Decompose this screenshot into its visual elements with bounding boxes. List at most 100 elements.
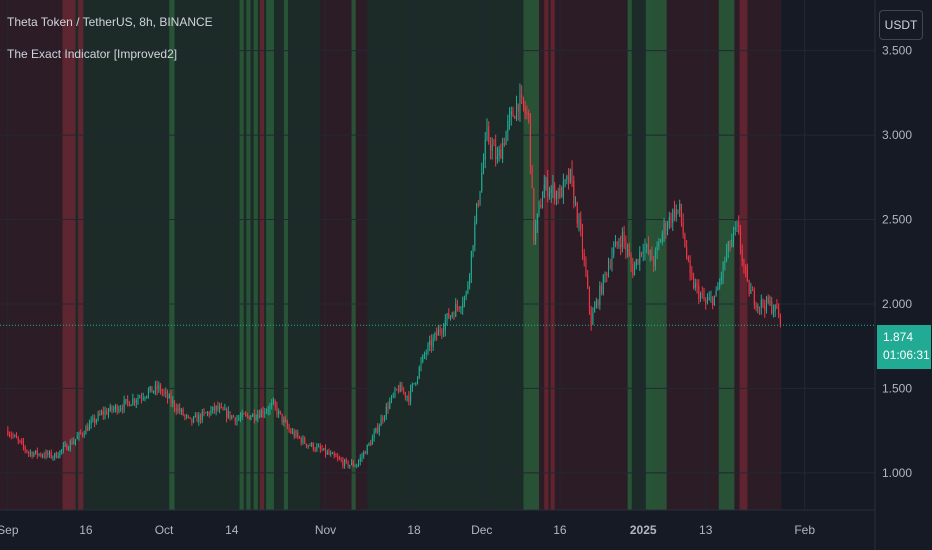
candle-body [441,331,443,333]
symbol-title[interactable]: Theta Token / TetherUS, 8h, BINANCE [7,15,213,29]
candle [94,414,96,428]
candle [538,200,540,217]
candle-body [597,300,599,305]
candle-body [57,456,59,458]
candle-body [724,261,726,263]
candle-body [107,410,110,415]
candle-body [246,414,248,416]
candle-body [14,435,16,437]
candle-body [316,446,318,450]
candle-body [609,265,611,267]
time-tick-label: 13 [699,523,713,537]
candle-body [47,452,49,455]
candle-body [366,444,368,454]
candle [241,409,243,420]
candle [481,162,483,193]
candle-body [404,392,406,397]
candle-body [767,297,769,303]
candle [206,410,208,417]
candle [375,427,377,434]
candle-body [675,209,677,218]
indicator-title[interactable]: The Exact Indicator [Improved2] [7,47,178,61]
candle-body [378,426,380,432]
candle [609,258,611,270]
candle-body [547,179,549,197]
candle-body [602,274,604,294]
candle [130,404,132,407]
candle [703,288,705,302]
candle [267,405,269,416]
candle [606,271,608,283]
candle-body [352,462,354,466]
candle-body [750,290,752,294]
candle-body [545,179,547,185]
candle-body [509,115,511,122]
candle [554,181,556,205]
candle [288,423,290,433]
price-axis[interactable]: 1.000 1.500 2.000 2.500 3.000 3.500 [882,44,912,480]
bear-stripe [78,0,84,510]
candle-body [200,414,202,421]
candle-body [319,446,321,450]
candle [265,408,268,414]
candle-body [193,416,195,423]
candle-body [437,329,439,336]
candle-body [264,412,266,414]
candle-body [601,285,603,294]
candle-body [238,418,240,420]
candle-body [69,441,71,449]
candle [276,401,278,418]
candle [495,134,497,167]
candle [521,85,523,105]
candle-body [248,415,250,420]
candle-body [22,441,24,447]
candle-body [83,434,85,436]
candle-body [764,305,766,311]
candle-body [38,453,40,455]
candle-body [673,209,675,218]
candle-body [420,361,422,368]
currency-button[interactable]: USDT [879,10,923,40]
time-axis[interactable]: Sep 16 Oct 14 Nov 18 Dec 16 2025 13 Feb [0,523,815,537]
candle [488,121,490,145]
candle [71,437,73,446]
candle-body [160,385,162,392]
candle-body [613,247,615,256]
candle-body [325,447,327,455]
candle [328,448,330,456]
candle-body [743,261,745,266]
candle-body [106,411,108,415]
candle [698,279,700,304]
candle [255,414,257,421]
candle [316,442,318,452]
candle [646,243,648,254]
candle-body [73,441,75,444]
candle [759,306,761,315]
bull-zone [367,0,524,510]
candle [76,432,78,440]
candle-body [345,460,347,462]
candle-body [515,103,518,119]
candle-body [738,221,740,233]
candle [635,258,637,270]
candle [232,414,235,418]
candle-body [656,245,658,251]
candle-body [691,273,693,277]
candle [701,286,703,299]
candle [95,418,97,425]
candle [351,459,353,466]
candle [172,396,174,408]
candle-body [201,411,203,421]
candle [200,413,202,424]
candle-body [212,406,214,411]
candle-body [524,107,526,114]
candle-body [151,386,153,393]
candle-body [123,400,125,410]
candle-body [380,418,382,427]
candle-body [403,391,405,393]
candle-body [177,407,179,411]
price-tick-label: 2.000 [882,297,912,311]
bear-stripe [259,0,265,510]
chart-legend: Theta Token / TetherUS, 8h, BINANCE The … [7,14,213,62]
